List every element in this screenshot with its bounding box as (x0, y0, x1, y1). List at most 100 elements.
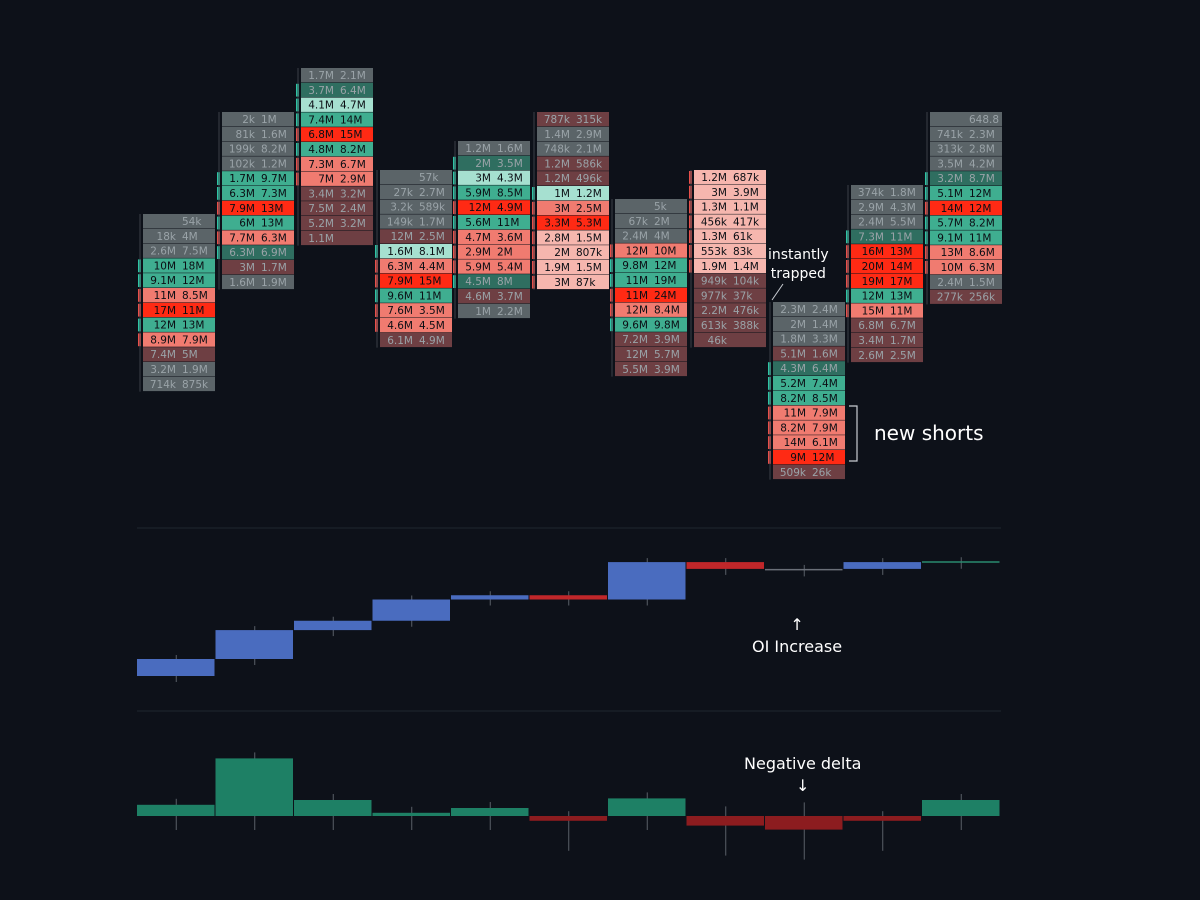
footprint-cell (537, 245, 609, 260)
footprint-ask-value: 4M (182, 231, 198, 243)
footprint-ask-value: 12M (654, 260, 676, 272)
footprint-cell (851, 347, 923, 363)
footprint-bid-value: 2.6M (858, 350, 884, 362)
footprint-ask-value: 2.5M (576, 203, 602, 215)
footprint-ask-value: 6.7M (340, 159, 366, 171)
footprint-bid-value: 12M (469, 202, 491, 214)
footprint-ask-value: 61k (733, 231, 753, 243)
footprint-ask-value: 1.2M (261, 158, 287, 170)
footprint-cell (222, 245, 294, 260)
footprint-bid-value: 4.5M (465, 276, 491, 288)
footprint-bid-value: 15M (862, 305, 884, 317)
oi-candle (215, 630, 293, 659)
oi-candle (843, 562, 921, 569)
footprint-ask-value: 3.9M (654, 364, 680, 376)
footprint-cell (458, 274, 530, 289)
footprint-bid-value: 4.8M (308, 144, 334, 156)
footprint-cell (851, 259, 923, 274)
footprint-bid-value: 7.9M (387, 276, 413, 288)
oi-candle (765, 568, 843, 571)
footprint-bid-value: 787k (544, 114, 571, 126)
footprint-bid-value: 5.9M (465, 261, 491, 273)
footprint-bid-value: 3.4M (308, 188, 334, 200)
footprint-cell (143, 332, 215, 347)
footprint-bid-value: 949k (701, 276, 728, 288)
footprint-bid-value: 7M (318, 174, 334, 186)
footprint-ask-value: 1M (261, 114, 277, 126)
footprint-ask-value: 388k (733, 320, 760, 332)
footprint-cell (458, 141, 530, 156)
footprint-ask-value: 6.4M (340, 85, 366, 97)
footprint-bid-value: 10M (941, 262, 963, 274)
footprint-cell (537, 171, 609, 186)
footprint-cell (851, 229, 923, 244)
footprint-bid-value: 2.9M (465, 247, 491, 259)
footprint-cell (694, 273, 766, 288)
footprint-ask-value: 3.2M (340, 188, 366, 200)
footprint-bid-value: 1.6M (387, 246, 413, 258)
instantly-trapped-label: instantly trapped (768, 246, 829, 284)
footprint-cell (615, 332, 687, 347)
footprint-cell (930, 126, 1002, 142)
footprint-ask-value: 13M (261, 218, 283, 230)
footprint-bid-value: 3.2M (150, 364, 176, 376)
footprint-bid-value: 4.3M (780, 363, 806, 375)
footprint-bid-value: 2M (790, 319, 806, 331)
footprint-ask-value: 8.2M (969, 218, 995, 230)
footprint-bid-value: 46k (708, 335, 728, 347)
footprint-ask-value: 3.7M (497, 291, 523, 303)
footprint-bid-value: 1.9M (544, 262, 570, 274)
footprint-cell (851, 273, 923, 289)
footprint-bid-value: 2.8M (544, 232, 570, 244)
footprint-bid-value: 6.8M (308, 129, 334, 141)
footprint-ask-value: 8.2M (261, 144, 287, 156)
footprint-ask-value: 3.9M (733, 187, 759, 199)
footprint-bid-value: 613k (701, 320, 728, 332)
footprint-cell (301, 82, 373, 98)
footprint-cell (851, 303, 923, 318)
footprint-cell (537, 274, 609, 290)
footprint-cell (615, 287, 687, 303)
footprint-cell (301, 127, 373, 142)
delta-bar (529, 816, 607, 821)
footprint-ask-value: 5.4M (497, 261, 523, 273)
up-arrow-icon: ↑ (790, 615, 804, 634)
footprint-bid-value: 1.3M (701, 202, 727, 214)
footprint-cell (222, 200, 294, 216)
footprint-cell (143, 347, 215, 362)
footprint-bid-value: 1.7M (308, 70, 334, 82)
footprint-ask-value: 8.5M (812, 393, 838, 405)
footprint-cell (615, 273, 687, 288)
footprint-cell (773, 346, 845, 361)
footprint-bid-value: 14M (784, 437, 806, 449)
footprint-ask-value: 476k (733, 305, 760, 317)
footprint-ask-value: 2.2M (497, 306, 523, 318)
footprint-cell (615, 347, 687, 362)
footprint-ask-value: 1.5M (576, 262, 602, 274)
footprint-cell (615, 213, 687, 229)
footprint-cell (694, 170, 766, 185)
footprint-cell (301, 230, 373, 246)
footprint-bid-value: 5.2M (308, 218, 334, 230)
footprint-cell (930, 289, 1002, 304)
footprint-ask-value: 4.5M (419, 320, 445, 332)
footprint-cell (222, 141, 294, 156)
footprint-ask-value: 2M (654, 216, 670, 228)
footprint-bid-value: 19M (862, 276, 884, 288)
footprint-bid-value: 1.7M (229, 173, 255, 185)
footprint-cell (694, 184, 766, 200)
footprint-bid-value: 9.6M (387, 290, 413, 302)
footprint-bid-value: 9.1M (150, 275, 176, 287)
footprint-ask-value: 3.5M (497, 158, 523, 170)
footprint-bid-value: 17M (154, 305, 176, 317)
footprint-ask-value: 7.9M (182, 334, 208, 346)
trapped-line-2: trapped (770, 266, 826, 282)
footprint-cell (930, 156, 1002, 171)
footprint-ask-value: 6.3M (969, 262, 995, 274)
footprint-ask-value: 2.1M (340, 70, 366, 82)
footprint-cell (930, 171, 1002, 186)
footprint-cell (143, 317, 215, 332)
footprint-cell (222, 230, 294, 245)
footprint-ask-value: 7.9M (812, 422, 838, 434)
footprint-bid-value: 7.5M (308, 203, 334, 215)
